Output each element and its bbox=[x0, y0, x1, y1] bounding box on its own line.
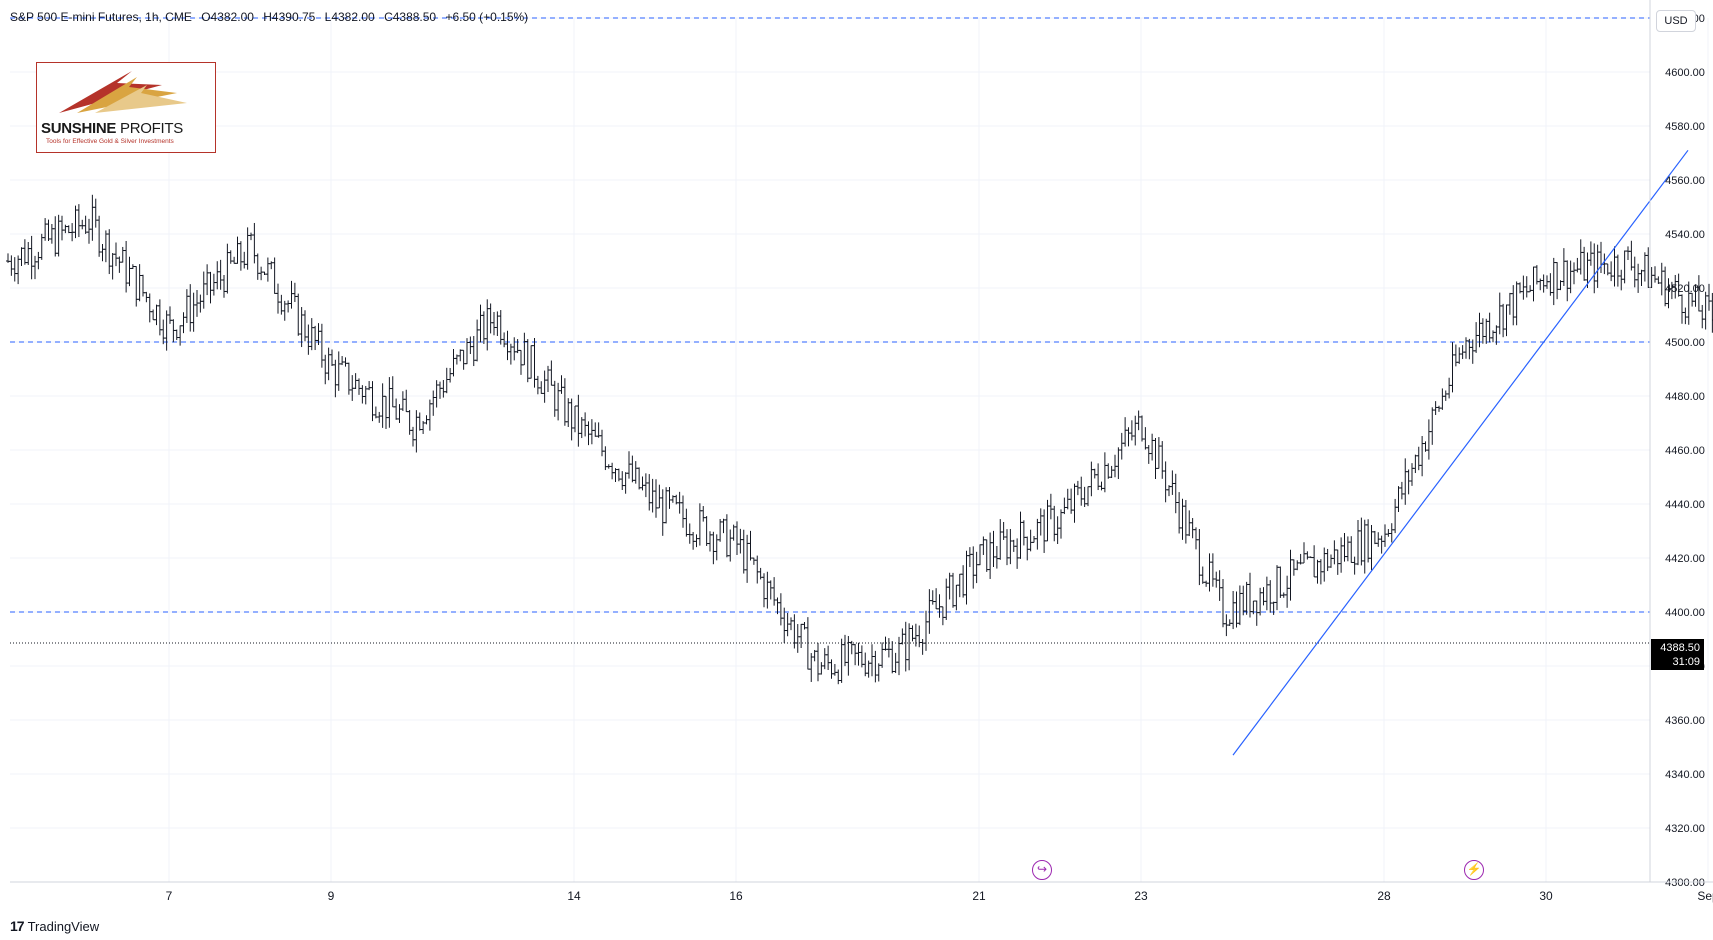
last-price-label: 4388.50 31:09 bbox=[1651, 639, 1704, 670]
tradingview-logo[interactable]: 17 TradingView bbox=[10, 918, 99, 934]
logo-graphic bbox=[59, 71, 187, 113]
y-tick-label: 4560.00 bbox=[1665, 175, 1705, 187]
y-tick-label: 4580.00 bbox=[1665, 121, 1705, 133]
logo-brand: SUNSHINE PROFITS bbox=[41, 120, 183, 137]
price-axis: 4300.004320.004340.004360.004380.004400.… bbox=[1649, 0, 1705, 889]
high-value: H4390.75 bbox=[263, 10, 316, 24]
lightning-icon[interactable]: ⚡ bbox=[1464, 860, 1484, 880]
x-tick-label: 23 bbox=[1134, 889, 1148, 903]
tradingview-mark-icon: 17 bbox=[10, 918, 25, 934]
low-value: L4382.00 bbox=[324, 10, 375, 24]
x-tick-label: 14 bbox=[567, 889, 581, 903]
y-tick-label: 4440.00 bbox=[1665, 499, 1705, 511]
y-tick-label: 4540.00 bbox=[1665, 229, 1705, 241]
grid bbox=[10, 17, 1709, 883]
y-tick-label: 4360.00 bbox=[1665, 715, 1705, 727]
ohlc-bars bbox=[6, 194, 1713, 685]
y-tick-label: 4320.00 bbox=[1665, 823, 1705, 835]
symbol-label[interactable]: S&P 500 E-mini Futures, 1h, CME bbox=[10, 10, 192, 24]
trend-line-segment bbox=[1232, 149, 1689, 756]
x-tick-label: 30 bbox=[1539, 889, 1553, 903]
open-value: O4382.00 bbox=[201, 10, 254, 24]
close-value: C4388.50 bbox=[384, 10, 437, 24]
x-tick-label: Sep bbox=[1697, 889, 1713, 903]
time-axis: 79141621232830Sep6111318202527 bbox=[10, 881, 1713, 903]
y-tick-label: 4480.00 bbox=[1665, 391, 1705, 403]
chart-legend: S&P 500 E-mini Futures, 1h, CME O4382.00… bbox=[10, 10, 534, 24]
currency-button[interactable]: USD bbox=[1656, 10, 1696, 32]
y-tick-label: 4340.00 bbox=[1665, 769, 1705, 781]
level-lines bbox=[10, 17, 1650, 644]
tradingview-brand: TradingView bbox=[27, 918, 100, 934]
logo-tagline: Tools for Effective Gold & Silver Invest… bbox=[46, 138, 174, 145]
y-tick-label: 4400.00 bbox=[1665, 607, 1705, 619]
y-tick-label: 4520.00 bbox=[1665, 283, 1705, 295]
last-price-value: 4388.50 bbox=[1660, 642, 1700, 654]
y-tick-label: 4300.00 bbox=[1665, 877, 1705, 889]
x-tick-label: 7 bbox=[166, 889, 173, 903]
change-value: +6.50 (+0.15%) bbox=[445, 10, 529, 24]
x-tick-label: 21 bbox=[972, 889, 986, 903]
trend-line bbox=[1232, 149, 1689, 756]
y-tick-label: 4420.00 bbox=[1665, 553, 1705, 565]
sunshine-profits-logo: SUNSHINE PROFITS Tools for Effective Gol… bbox=[36, 62, 216, 153]
x-tick-label: 9 bbox=[328, 889, 335, 903]
x-tick-label: 16 bbox=[729, 889, 743, 903]
x-tick-label: 28 bbox=[1377, 889, 1391, 903]
dividends-icon[interactable]: ↪ bbox=[1032, 860, 1052, 880]
y-tick-label: 4600.00 bbox=[1665, 67, 1705, 79]
y-tick-label: 4460.00 bbox=[1665, 445, 1705, 457]
y-tick-label: 4500.00 bbox=[1665, 337, 1705, 349]
bar-countdown: 31:09 bbox=[1672, 656, 1700, 668]
